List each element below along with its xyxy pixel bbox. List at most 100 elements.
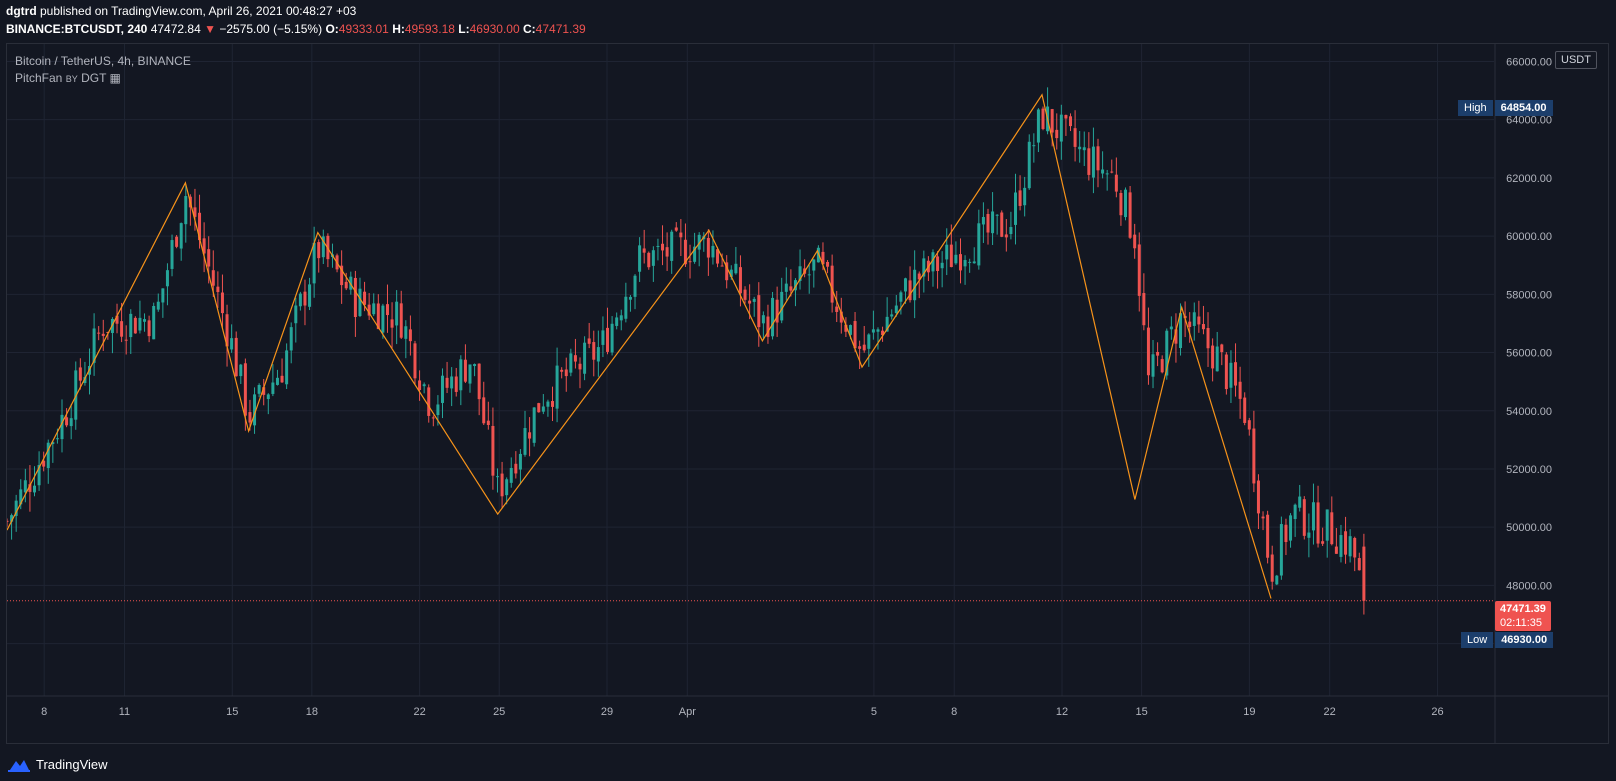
candle-body xyxy=(977,223,981,266)
candle-body xyxy=(321,236,325,258)
candle-body xyxy=(78,367,82,381)
candle-body xyxy=(1256,480,1260,514)
time-tick-label: 22 xyxy=(414,706,426,718)
candle-body xyxy=(518,453,522,470)
time-tick-label: 25 xyxy=(493,706,505,718)
candle-body xyxy=(862,344,866,351)
candle-body xyxy=(19,489,23,505)
price-tick-label: 48000.00 xyxy=(1506,580,1552,592)
candle-body xyxy=(495,476,499,478)
candle-body xyxy=(395,301,399,326)
candle-body xyxy=(1289,515,1293,541)
footer-brand: TradingView xyxy=(36,757,108,772)
candle-body xyxy=(220,292,224,314)
candle-body xyxy=(184,196,188,225)
candle-body xyxy=(1059,114,1063,142)
candle-body xyxy=(1000,212,1004,237)
candle-body xyxy=(51,442,55,445)
candle-body xyxy=(14,500,18,516)
candle-body xyxy=(1247,420,1251,430)
candle-body xyxy=(931,252,935,272)
high-badge: High 64854.00 xyxy=(1458,100,1553,116)
candle-body xyxy=(1293,504,1297,520)
candle-body xyxy=(541,406,545,412)
candle-body xyxy=(876,329,880,332)
candle-body xyxy=(1307,532,1311,538)
candle-body xyxy=(748,300,752,304)
candle-body xyxy=(115,315,119,324)
tradingview-logo[interactable]: TradingView xyxy=(8,757,108,772)
low-badge-label: Low xyxy=(1461,632,1494,648)
candle-body xyxy=(1188,321,1192,327)
time-tick-label: 5 xyxy=(871,706,877,718)
candle-body xyxy=(1169,326,1173,330)
candle-body xyxy=(1124,189,1128,218)
candle-body xyxy=(1137,244,1141,296)
candle-body xyxy=(1243,397,1247,423)
candle-body xyxy=(881,330,885,336)
candle-body xyxy=(578,363,582,370)
candle-body xyxy=(65,417,69,426)
candle-body xyxy=(248,412,252,423)
currency-badge[interactable]: USDT xyxy=(1555,51,1597,69)
candle-body xyxy=(729,269,733,277)
candle-body xyxy=(243,363,247,416)
candle-body xyxy=(10,515,14,522)
indicator-legend[interactable]: PitchFan BY DGT ▦ xyxy=(15,71,121,85)
time-tick-label: 29 xyxy=(601,706,613,718)
candle-body xyxy=(816,247,820,263)
open-label: O: xyxy=(325,22,339,36)
candle-body xyxy=(1146,327,1150,376)
candle-body xyxy=(546,401,550,407)
candle-body xyxy=(716,249,720,264)
chart-area[interactable]: 66000.00 64000.00 62000.00 60000.00 58000.00… xyxy=(6,43,1609,744)
candle-body xyxy=(596,347,600,362)
price-badge-price: 47471.39 xyxy=(1500,603,1546,615)
candle-body xyxy=(743,289,747,300)
candle-body xyxy=(908,280,912,301)
candle-body xyxy=(1238,381,1242,399)
price-tick-label: 58000.00 xyxy=(1506,289,1552,301)
candle-body xyxy=(968,261,972,263)
price-tick-label: 66000.00 xyxy=(1506,56,1552,68)
candle-body xyxy=(381,305,385,333)
settings-icon[interactable]: ▦ xyxy=(109,71,121,85)
candle-body xyxy=(1334,546,1338,554)
candle-body xyxy=(482,397,486,424)
change-text: −2575.00 (−5.15%) xyxy=(219,22,323,36)
candle-body xyxy=(601,330,605,345)
time-tick-label: 15 xyxy=(226,706,238,718)
time-tick-label: 8 xyxy=(951,706,957,718)
candle-body xyxy=(454,376,458,392)
candle-body xyxy=(92,328,96,363)
candle-body xyxy=(193,207,197,217)
candle-body xyxy=(1114,174,1118,192)
candle-body xyxy=(1224,354,1228,390)
price-tick-label: 54000.00 xyxy=(1506,406,1552,418)
candle-body xyxy=(463,359,467,382)
candle-body xyxy=(537,403,541,413)
candle-body xyxy=(711,245,715,258)
candle-body xyxy=(491,425,495,476)
time-tick-label: 15 xyxy=(1135,706,1147,718)
candle-body xyxy=(1284,524,1288,543)
candle-body xyxy=(418,380,422,391)
candle-body xyxy=(1156,351,1160,356)
candle-body xyxy=(1041,108,1045,129)
candle-body xyxy=(697,234,701,250)
time-tick-label: 22 xyxy=(1324,706,1336,718)
candle-body xyxy=(1013,192,1017,225)
candle-body xyxy=(37,464,41,486)
open-value: 49333.01 xyxy=(338,22,389,36)
candle-body xyxy=(995,214,999,216)
candle-body xyxy=(42,460,46,467)
candle-body xyxy=(427,387,431,416)
candle-body xyxy=(83,377,87,383)
time-tick-label: Apr xyxy=(679,706,696,718)
candle-body xyxy=(1027,141,1031,189)
candle-body xyxy=(385,304,389,316)
candle-body xyxy=(949,244,953,268)
candle-body xyxy=(1165,330,1169,376)
candle-body xyxy=(138,317,142,331)
candlestick-chart[interactable]: 66000.00 64000.00 62000.00 60000.00 58000.00… xyxy=(7,44,1608,743)
